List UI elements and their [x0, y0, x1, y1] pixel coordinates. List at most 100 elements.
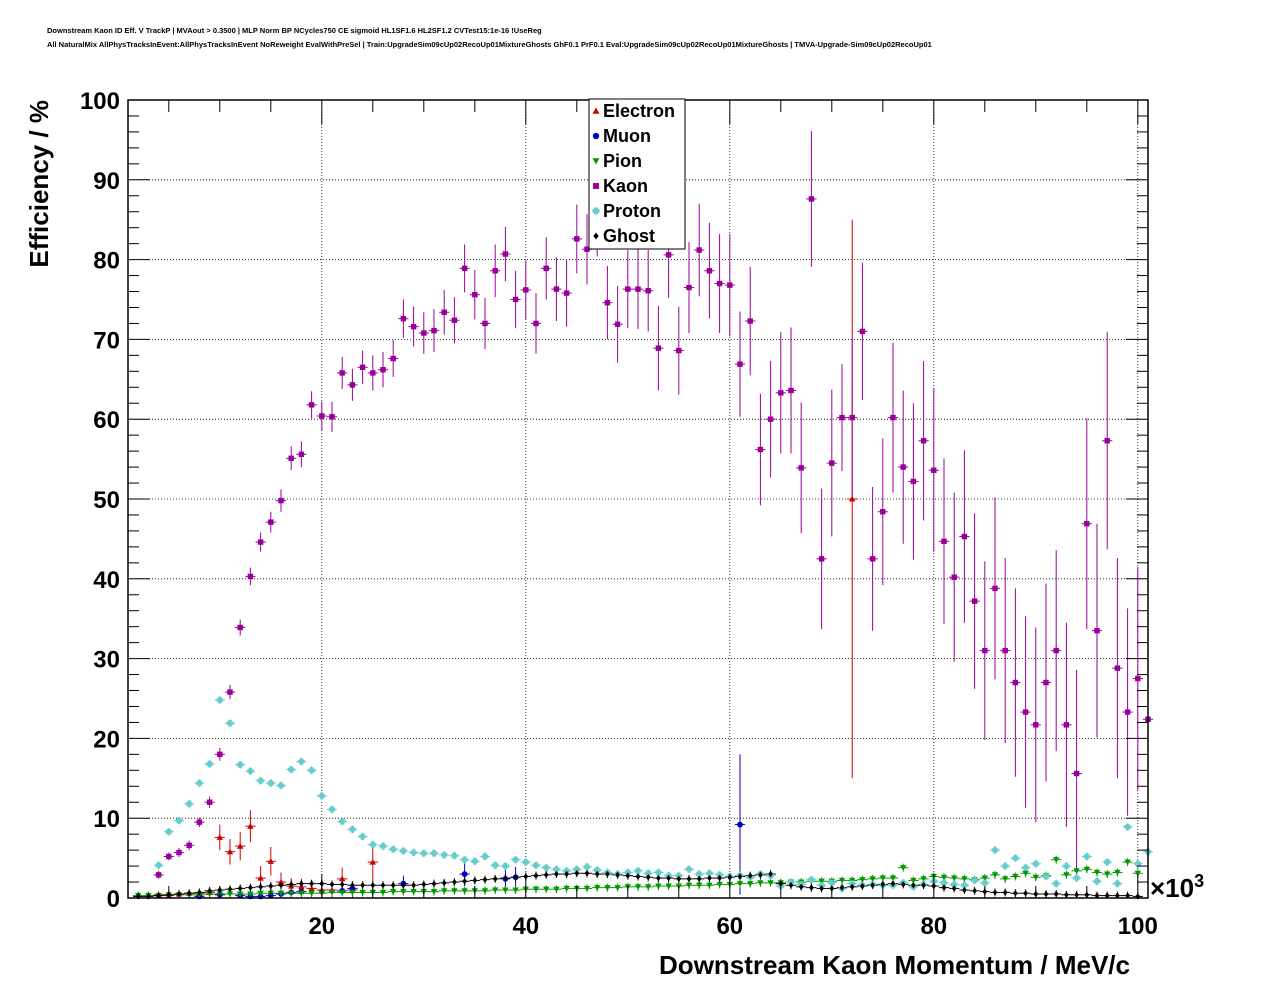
marker-triangle-down — [696, 882, 703, 889]
marker-diamond — [197, 889, 202, 896]
marker-square — [1022, 709, 1029, 715]
marker-square — [788, 387, 794, 394]
marker-cross — [308, 767, 315, 774]
marker-square — [941, 538, 947, 545]
marker-cross — [512, 856, 519, 863]
marker-triangle-up — [369, 858, 376, 865]
marker-square — [329, 414, 335, 420]
chart-title-line-2: All NaturalMix AllPhysTracksInEvent:AllP… — [47, 40, 932, 49]
x-tick-label: 80 — [920, 913, 947, 940]
series-kaon — [155, 196, 1151, 878]
data-markers — [135, 196, 1152, 900]
marker-triangle-down — [981, 875, 988, 882]
marker-diamond — [258, 883, 263, 891]
marker-cross — [522, 858, 529, 866]
marker-square — [1043, 679, 1049, 686]
marker-diamond — [747, 872, 753, 879]
marker-diamond — [1053, 890, 1059, 898]
marker-cross — [359, 833, 366, 840]
marker-triangle-down — [277, 890, 285, 897]
marker-triangle-down — [451, 888, 458, 895]
marker-diamond — [1074, 891, 1079, 899]
legend-entry-pion: Pion — [592, 151, 642, 171]
marker-square — [461, 265, 468, 272]
marker-cross — [1083, 853, 1090, 860]
series-muon — [196, 821, 743, 900]
marker-diamond — [737, 873, 743, 880]
marker-diamond — [370, 882, 376, 889]
marker-square — [727, 282, 733, 288]
y-tick-label: 40 — [93, 567, 120, 594]
marker-square — [155, 872, 162, 878]
marker-triangle-down — [838, 877, 846, 884]
marker-diamond — [656, 874, 661, 882]
marker-diamond — [615, 871, 620, 879]
marker-triangle-up — [277, 878, 285, 885]
marker-square — [625, 286, 631, 292]
marker-cross — [216, 696, 223, 704]
marker-diamond — [574, 870, 580, 877]
marker-cross — [390, 846, 397, 853]
marker-diamond — [1094, 892, 1100, 899]
marker-cross — [349, 826, 356, 833]
marker-square — [971, 598, 978, 604]
legend-entry-proton: Proton — [592, 201, 661, 221]
marker-triangle-down — [1053, 857, 1060, 863]
legend-box — [588, 98, 686, 250]
x-tick-label: 20 — [308, 913, 335, 940]
marker-diamond — [462, 878, 467, 885]
marker-square — [1114, 665, 1121, 671]
legend-entry-muon: Muon — [592, 126, 651, 146]
marker-cross — [991, 846, 999, 854]
marker-triangle-down — [1063, 872, 1070, 879]
marker-cross — [379, 842, 387, 850]
x-axis-multiplier: ×103 — [1150, 871, 1204, 903]
marker-square — [390, 355, 396, 362]
x-multiplier-base: ×10 — [1150, 873, 1194, 903]
marker-diamond — [768, 870, 773, 878]
marker-diamond — [492, 875, 498, 883]
marker-diamond — [666, 874, 671, 882]
marker-cross — [553, 866, 560, 873]
marker-square — [217, 751, 223, 758]
marker-diamond — [278, 882, 284, 889]
marker-cross — [1053, 880, 1060, 887]
x-axis-title: Downstream Kaon Momentum / MeV/c — [659, 950, 1130, 980]
marker-square — [206, 799, 213, 805]
marker-triangle-up — [257, 874, 264, 881]
legend-label: Kaon — [603, 176, 648, 196]
marker-triangle-down — [328, 889, 336, 896]
marker-cross — [196, 779, 203, 787]
marker-diamond — [686, 875, 692, 883]
marker-square — [441, 309, 447, 315]
marker-diamond — [972, 887, 977, 895]
marker-cross — [420, 850, 427, 857]
legend-label: Ghost — [603, 226, 655, 246]
marker-square — [767, 416, 774, 422]
marker-square — [339, 370, 345, 376]
marker-diamond — [941, 884, 947, 891]
marker-cross — [471, 858, 478, 865]
marker-diamond — [186, 890, 192, 897]
legend-entry-ghost: Ghost — [593, 226, 655, 246]
marker-square — [492, 268, 498, 274]
marker-square — [696, 247, 702, 253]
marker-triangle-down — [604, 885, 611, 891]
marker-square — [1104, 438, 1110, 444]
marker-cross — [318, 792, 325, 800]
marker-square — [421, 330, 427, 336]
marker-circle — [592, 132, 600, 140]
marker-triangle-down — [481, 888, 489, 895]
marker-square — [890, 414, 896, 421]
marker-cross — [961, 882, 968, 889]
marker-diamond — [288, 881, 294, 888]
marker-cross — [1124, 823, 1131, 831]
marker-square — [747, 318, 753, 324]
marker-diamond — [962, 886, 967, 894]
marker-diamond — [1023, 890, 1028, 897]
marker-square — [665, 252, 672, 258]
marker-diamond — [911, 882, 916, 889]
x-multiplier-exponent: 3 — [1194, 871, 1204, 891]
marker-square — [553, 286, 560, 292]
chart-title-line-1: Downstream Kaon ID Eff. V TrackP | MVAou… — [47, 26, 542, 35]
